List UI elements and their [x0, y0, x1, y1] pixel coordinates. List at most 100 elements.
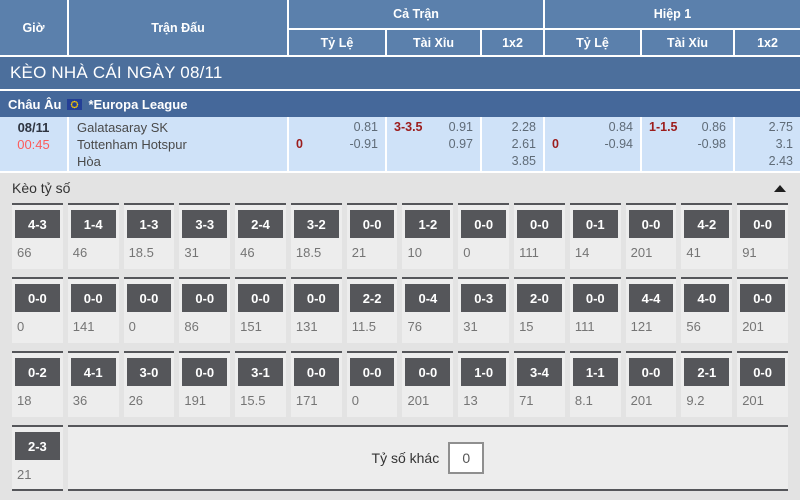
- score-box[interactable]: 4-2: [684, 210, 730, 238]
- ft-1x2-away[interactable]: 2.61: [511, 137, 536, 151]
- score-cell: 1-4 46: [67, 203, 119, 269]
- score-cell: 0-0 0: [12, 277, 63, 343]
- score-box[interactable]: 2-4: [238, 210, 283, 238]
- score-cell: 3-3 31: [179, 203, 231, 269]
- score-odds: 46: [72, 245, 88, 260]
- h1-handicap-away-odds[interactable]: -0.94: [604, 137, 634, 151]
- score-box[interactable]: 0-0: [740, 358, 785, 386]
- score-box[interactable]: 0-0: [572, 284, 618, 312]
- score-box[interactable]: 0-0: [349, 358, 395, 386]
- score-box[interactable]: 4-0: [684, 284, 730, 312]
- score-box[interactable]: 2-1: [684, 358, 730, 386]
- score-odds: 21: [17, 467, 32, 482]
- score-box[interactable]: 0-0: [461, 210, 507, 238]
- score-box[interactable]: 0-0: [182, 284, 228, 312]
- h1-1x2-home[interactable]: 2.75: [768, 120, 793, 134]
- score-box[interactable]: 0-3: [461, 284, 507, 312]
- h1-handicap-home-odds[interactable]: 0.84: [608, 120, 633, 134]
- score-cell: 1-0 13: [458, 351, 510, 417]
- date-banner-title: KÈO NHÀ CÁI NGÀY 08/11: [10, 63, 223, 82]
- score-box[interactable]: 1-3: [126, 210, 172, 238]
- score-box[interactable]: 0-2: [15, 358, 60, 386]
- score-box[interactable]: 0-1: [572, 210, 618, 238]
- h1-over-odds[interactable]: 0.86: [701, 120, 726, 134]
- score-odds: 201: [742, 393, 764, 408]
- score-odds: 15: [519, 319, 534, 334]
- score-box[interactable]: 4-4: [628, 284, 674, 312]
- score-box[interactable]: 4-3: [15, 210, 60, 238]
- h1-handicap-cell: 0.84 0 -0.94: [545, 117, 640, 171]
- score-box[interactable]: 0-0: [293, 358, 339, 386]
- score-box[interactable]: 3-0: [126, 358, 172, 386]
- h1-1x2-cell: 2.75 3.1 2.43: [735, 117, 800, 171]
- score-box[interactable]: 0-0: [517, 210, 562, 238]
- header-h1-over-under: Tài Xỉu: [642, 30, 733, 55]
- score-box[interactable]: 2-0: [517, 284, 562, 312]
- score-cell: 0-0 91: [737, 203, 788, 269]
- score-odds: 91: [742, 245, 757, 260]
- h1-ou-line: 1-1.5: [649, 120, 678, 134]
- collapse-triangle-up-icon[interactable]: [774, 184, 786, 192]
- score-odds: 46: [240, 245, 255, 260]
- h1-1x2-away[interactable]: 3.1: [775, 137, 793, 151]
- score-box[interactable]: 2-2: [349, 284, 395, 312]
- score-box[interactable]: 0-0: [349, 210, 395, 238]
- score-cell: 0-0 201: [625, 351, 677, 417]
- ft-under-odds[interactable]: 0.97: [448, 137, 473, 151]
- score-section-title: Kèo tỷ số: [12, 180, 71, 196]
- header-h1-1x2: 1x2: [735, 30, 800, 55]
- score-box[interactable]: 0-0: [740, 210, 785, 238]
- score-odds: 86: [184, 319, 199, 334]
- ft-handicap-away-odds[interactable]: -0.91: [349, 137, 379, 151]
- score-cell: 3-2 18.5: [290, 203, 342, 269]
- score-odds: 9.2: [686, 393, 705, 408]
- score-box[interactable]: 0-0: [628, 358, 674, 386]
- ft-handicap-home-odds[interactable]: 0.81: [353, 120, 378, 134]
- ft-over-under-cell: 3-3.5 0.91 0.97: [387, 117, 480, 171]
- score-odds: 11.5: [351, 319, 377, 334]
- score-box[interactable]: 1-0: [461, 358, 507, 386]
- score-box[interactable]: 1-2: [405, 210, 451, 238]
- score-odds: 76: [407, 319, 422, 334]
- score-box[interactable]: 0-0: [126, 284, 172, 312]
- score-box[interactable]: 2-3: [15, 432, 60, 460]
- draw-label: Hòa: [77, 154, 101, 169]
- score-box[interactable]: 1-1: [572, 358, 618, 386]
- score-box[interactable]: 3-4: [517, 358, 562, 386]
- score-box[interactable]: 0-0: [740, 284, 785, 312]
- score-box[interactable]: 0-0: [405, 358, 451, 386]
- score-odds: 0: [463, 245, 471, 260]
- score-odds: 131: [295, 319, 318, 334]
- score-box[interactable]: 0-0: [182, 358, 228, 386]
- score-odds: 171: [295, 393, 318, 408]
- score-cell: 1-2 10: [402, 203, 454, 269]
- score-box[interactable]: 0-0: [293, 284, 339, 312]
- ft-1x2-draw[interactable]: 3.85: [511, 154, 536, 168]
- ft-handicap-line: 0: [296, 137, 303, 151]
- ft-1x2-home[interactable]: 2.28: [511, 120, 536, 134]
- h1-1x2-draw[interactable]: 2.43: [768, 154, 793, 168]
- score-box[interactable]: 0-0: [238, 284, 283, 312]
- score-box[interactable]: 3-2: [293, 210, 339, 238]
- score-box[interactable]: 3-1: [238, 358, 283, 386]
- header-match: Trận Đấu: [69, 0, 287, 55]
- score-cell: 0-0 0: [346, 351, 398, 417]
- score-cell: 2-0 15: [514, 277, 565, 343]
- h1-under-odds[interactable]: -0.98: [697, 137, 727, 151]
- score-box[interactable]: 0-0: [70, 284, 116, 312]
- score-box[interactable]: 0-0: [628, 210, 674, 238]
- score-odds: 201: [630, 393, 653, 408]
- score-odds: 0: [17, 319, 25, 334]
- score-odds: 66: [17, 245, 32, 260]
- score-box[interactable]: 0-0: [15, 284, 60, 312]
- match-teams-cell: Galatasaray SK Tottenham Hotspur Hòa: [69, 117, 287, 171]
- score-box[interactable]: 1-4: [70, 210, 116, 238]
- score-box[interactable]: 0-4: [405, 284, 451, 312]
- score-box[interactable]: 3-3: [182, 210, 228, 238]
- other-score-input[interactable]: [448, 442, 485, 474]
- score-section-header: Kèo tỷ số: [0, 173, 800, 201]
- league-bar[interactable]: Châu Âu *Europa League: [0, 91, 800, 117]
- score-box[interactable]: 4-1: [70, 358, 116, 386]
- ft-over-odds[interactable]: 0.91: [448, 120, 473, 134]
- score-cell: 0-0 0: [458, 203, 510, 269]
